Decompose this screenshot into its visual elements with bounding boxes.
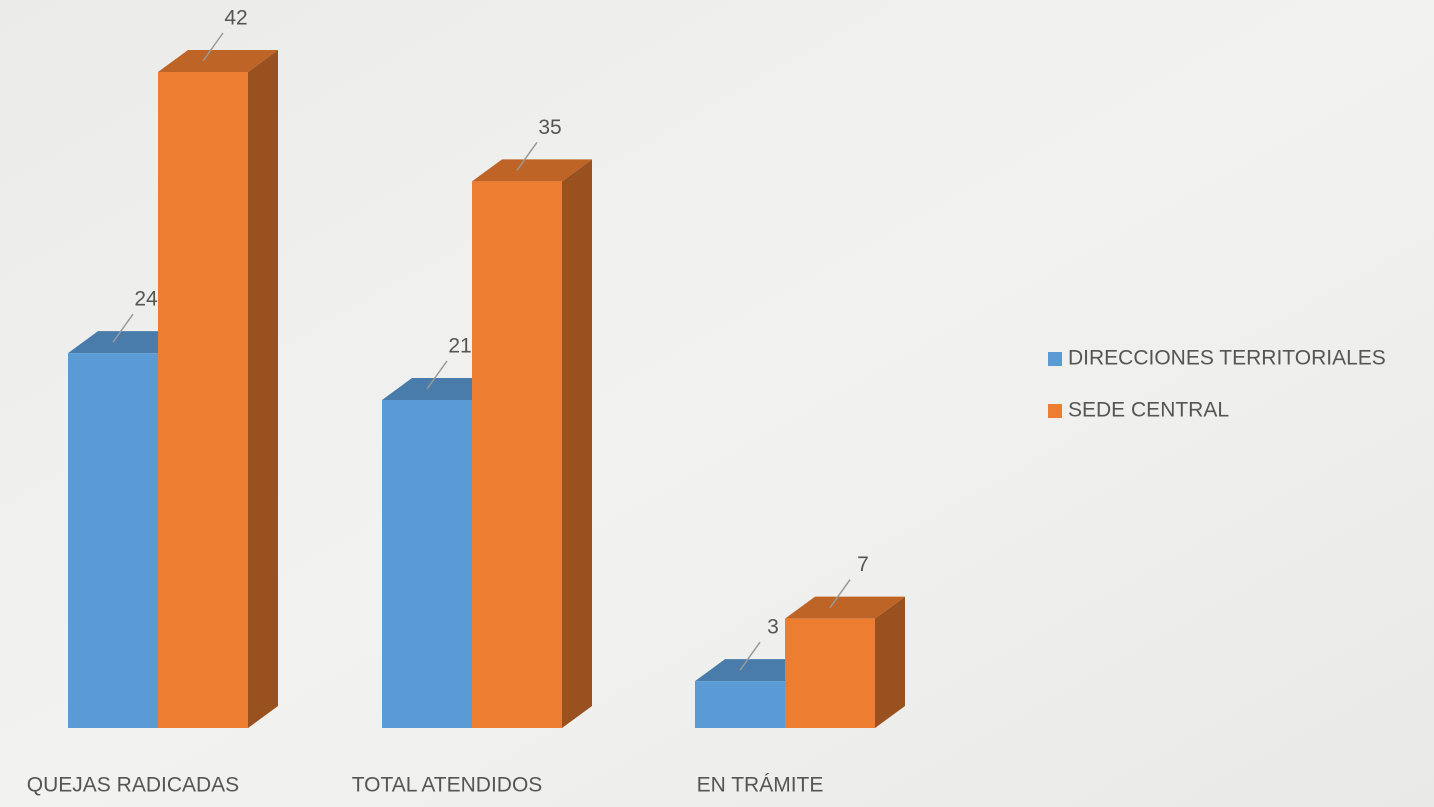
bar-front bbox=[158, 72, 248, 728]
bar-front bbox=[68, 353, 158, 728]
leader-line bbox=[829, 579, 851, 609]
bar-top bbox=[472, 159, 592, 182]
leader-line bbox=[516, 141, 538, 171]
x-tick-label: TOTAL ATENDIDOS bbox=[352, 774, 543, 797]
bar-front bbox=[785, 618, 875, 728]
bar bbox=[158, 50, 278, 728]
bar bbox=[785, 596, 905, 728]
data-label: 7 bbox=[857, 553, 869, 576]
leader-line bbox=[202, 32, 224, 62]
bar-front bbox=[382, 400, 472, 728]
data-label: 42 bbox=[224, 7, 247, 30]
data-label: 3 bbox=[767, 616, 779, 639]
leader-line bbox=[739, 641, 761, 671]
bar-side bbox=[875, 596, 905, 728]
leader-line bbox=[112, 313, 134, 343]
bar-front bbox=[695, 681, 785, 728]
legend-swatch bbox=[1048, 404, 1062, 418]
bar-side bbox=[562, 159, 592, 729]
bar-front bbox=[472, 181, 562, 729]
legend-label: DIRECCIONES TERRITORIALES bbox=[1068, 347, 1386, 370]
data-label: 21 bbox=[448, 335, 471, 358]
x-tick-label: EN TRÁMITE bbox=[697, 774, 824, 797]
legend-label: SEDE CENTRAL bbox=[1068, 399, 1229, 422]
leader-line bbox=[426, 360, 448, 390]
legend-swatch bbox=[1048, 352, 1062, 366]
bar bbox=[472, 159, 592, 729]
bar-top bbox=[785, 596, 905, 619]
x-tick-label: QUEJAS RADICADAS bbox=[27, 774, 239, 797]
bar-top bbox=[158, 50, 278, 72]
data-label: 35 bbox=[538, 116, 561, 139]
data-label: 24 bbox=[134, 288, 158, 311]
bar-side bbox=[248, 50, 278, 728]
